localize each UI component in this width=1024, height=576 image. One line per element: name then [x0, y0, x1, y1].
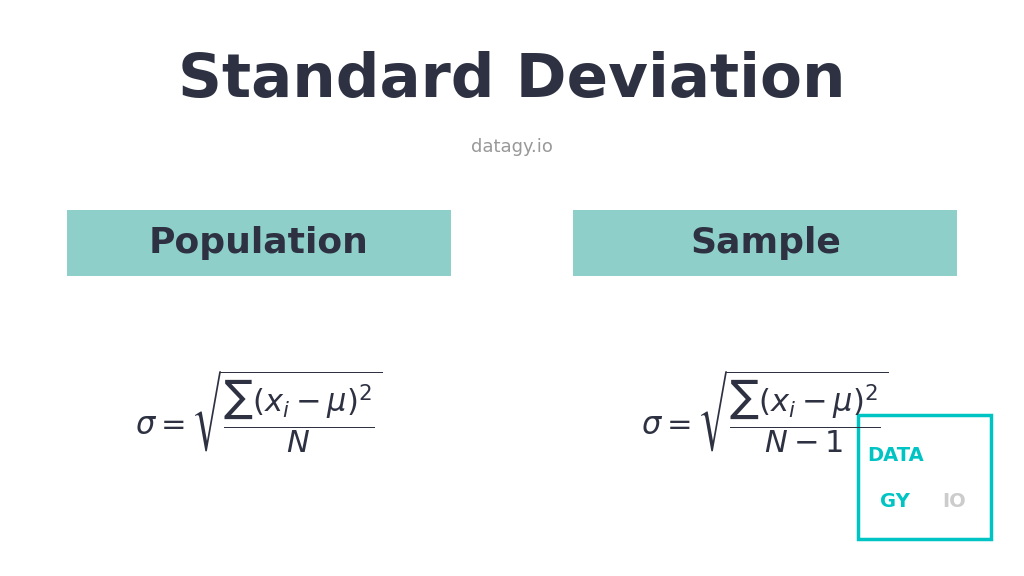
Text: IO: IO — [942, 492, 966, 511]
Text: $\sigma = \sqrt{\dfrac{\sum(x_i - \mu)^2}{N}}$: $\sigma = \sqrt{\dfrac{\sum(x_i - \mu)^2… — [135, 369, 383, 455]
Text: GY: GY — [881, 492, 910, 511]
FancyBboxPatch shape — [858, 415, 991, 539]
Text: $\sigma = \sqrt{\dfrac{\sum(x_i - \mu)^2}{N - 1}}$: $\sigma = \sqrt{\dfrac{\sum(x_i - \mu)^2… — [641, 369, 889, 455]
Text: Standard Deviation: Standard Deviation — [178, 51, 846, 110]
FancyBboxPatch shape — [67, 210, 451, 276]
FancyBboxPatch shape — [573, 210, 957, 276]
Text: Population: Population — [148, 226, 369, 260]
Text: DATA: DATA — [867, 446, 924, 465]
Text: Sample: Sample — [690, 226, 841, 260]
Text: datagy.io: datagy.io — [471, 138, 553, 156]
